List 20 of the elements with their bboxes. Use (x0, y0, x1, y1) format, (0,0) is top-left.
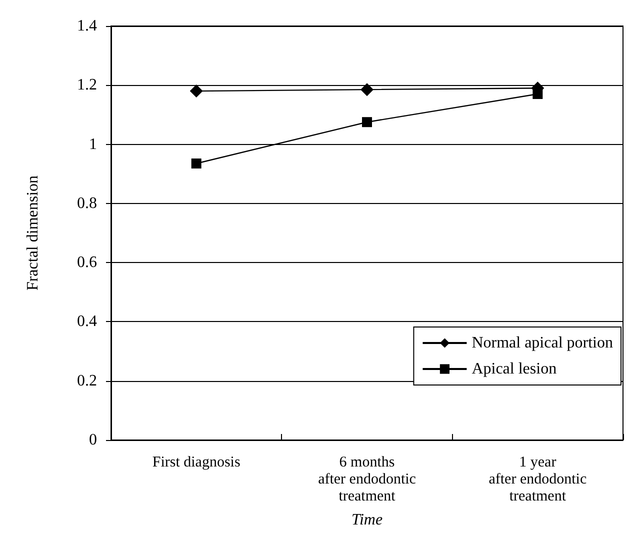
y-tick-label: 0 (89, 432, 97, 448)
y-tick-label: 0.2 (77, 372, 97, 390)
point (362, 117, 372, 128)
x-tick-label: 1 year after endodontic treatment (488, 454, 587, 504)
y-tick-label: 0.4 (77, 313, 97, 330)
y-tick-label: 0.8 (77, 194, 97, 212)
y-axis-title: Fractal dimension (24, 175, 42, 291)
y-tick-label: 0.6 (77, 254, 97, 272)
point (190, 84, 203, 98)
point (532, 89, 543, 100)
point (191, 158, 202, 169)
y-tick-label: 1.2 (77, 76, 97, 94)
legend-label: Apical lesion (472, 360, 557, 378)
y-tick-label: 1.4 (77, 18, 97, 34)
legend-label: Normal apical portion (472, 334, 614, 352)
x-axis-title: Time (351, 512, 383, 528)
point (360, 83, 374, 96)
y-tick-label: 1 (89, 136, 97, 153)
x-tick-label: First diagnosis (152, 454, 240, 470)
x-tick-label: 6 months after endodontic treatment (318, 454, 416, 504)
